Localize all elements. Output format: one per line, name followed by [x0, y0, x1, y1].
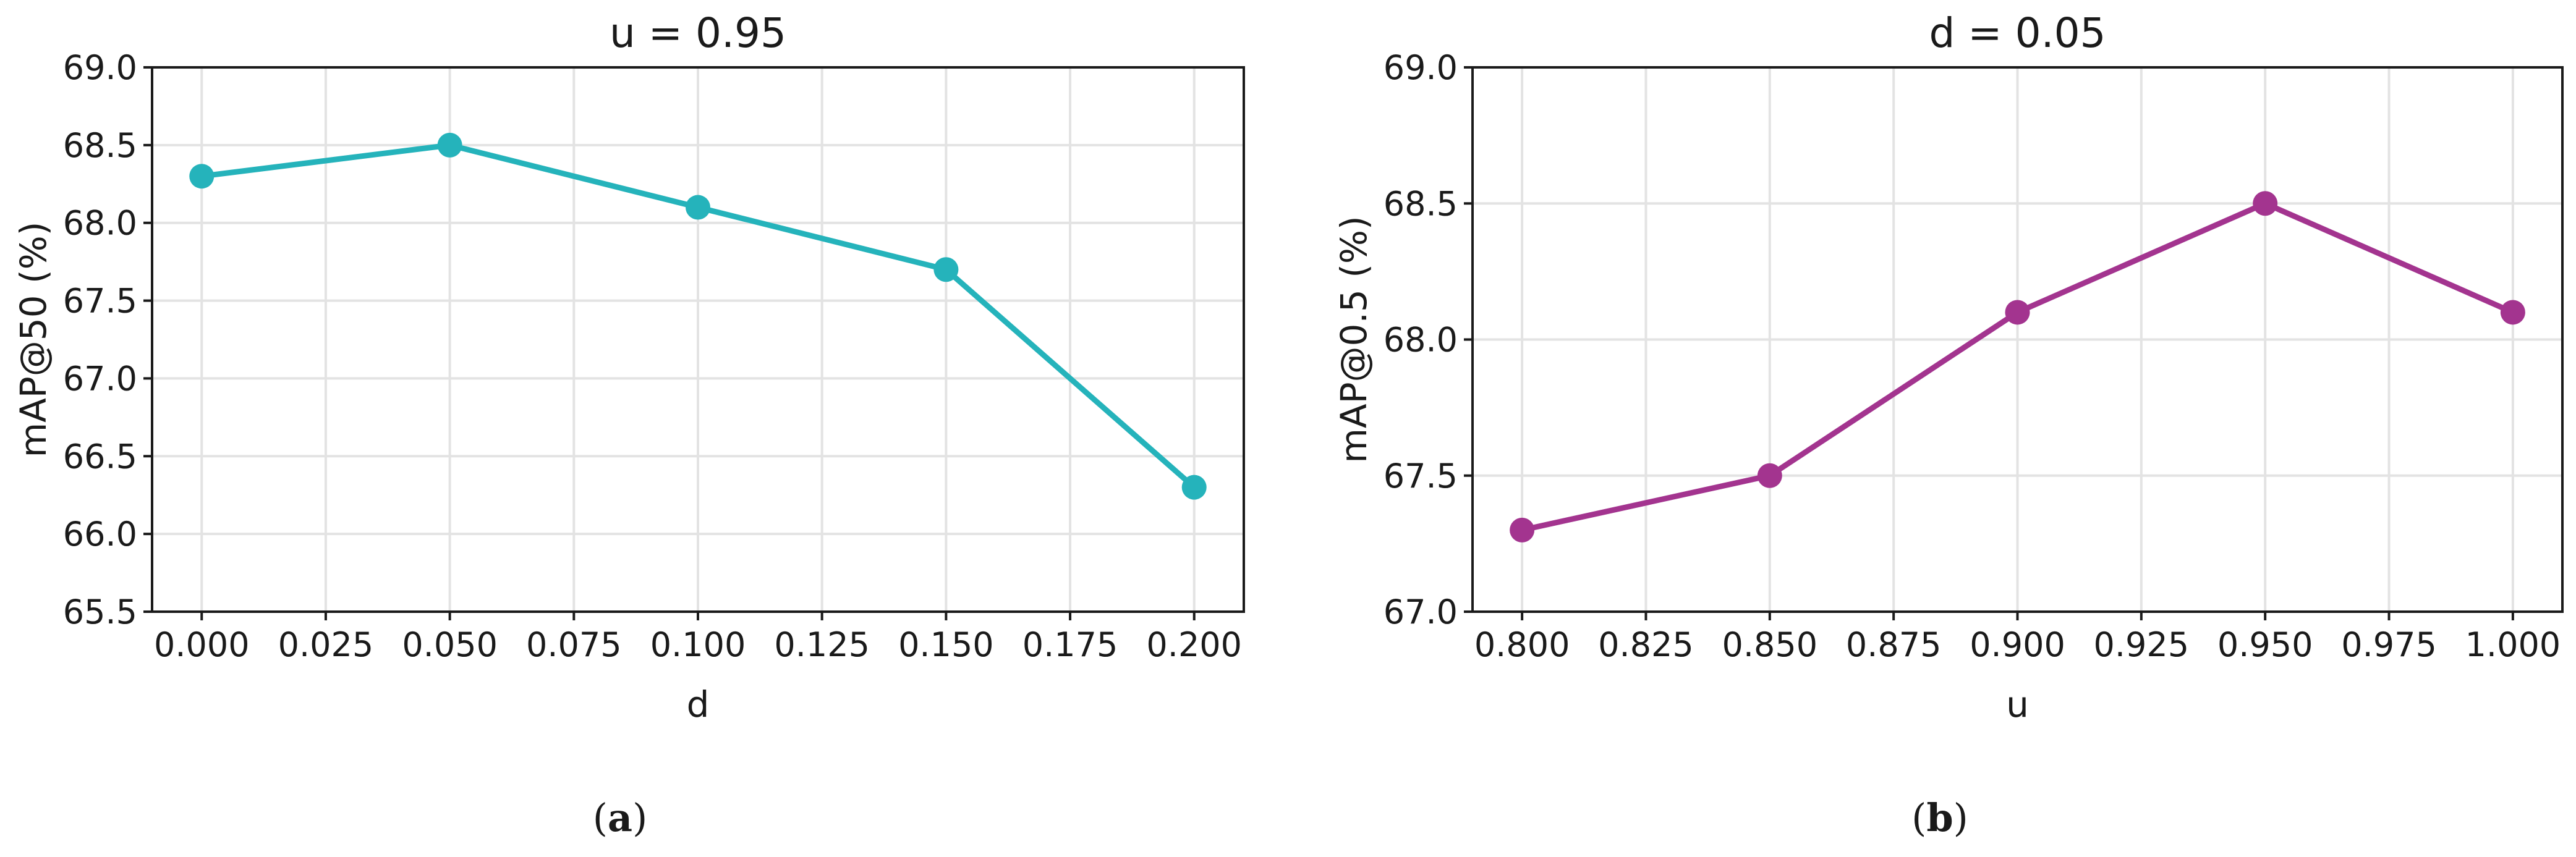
caption-part: ): [1953, 795, 1968, 840]
data-point: [1510, 517, 1535, 542]
y-tick-label: 67.0: [63, 359, 137, 398]
data-point: [2005, 300, 2030, 325]
x-tick-label: 0.025: [278, 625, 374, 664]
y-tick-label: 68.5: [63, 126, 137, 165]
x-tick-label: 0.000: [154, 625, 250, 664]
y-tick-label: 69.0: [63, 48, 137, 87]
caption-part: b: [1926, 795, 1953, 840]
x-tick-label: 0.100: [650, 625, 746, 664]
x-tick-label: 0.950: [2217, 625, 2313, 664]
x-tick-label: 0.825: [1598, 625, 1694, 664]
x-tick-label: 0.975: [2341, 625, 2437, 664]
x-tick-label: 0.125: [774, 625, 870, 664]
x-tick-label: 0.875: [1846, 625, 1942, 664]
data-point: [1181, 475, 1207, 500]
x-tick-label: 0.150: [898, 625, 994, 664]
data-point: [686, 195, 710, 220]
x-tick-label: 0.050: [402, 625, 498, 664]
y-tick-label: 68.5: [1384, 184, 1458, 223]
x-tick-label: 0.075: [526, 625, 622, 664]
chart-title: d = 0.05: [1929, 9, 2106, 57]
x-axis-label: d: [687, 683, 710, 725]
y-axis-label: mAP@50 (%): [12, 222, 54, 458]
y-tick-label: 68.0: [63, 204, 137, 243]
data-point: [1757, 463, 1782, 488]
y-tick-label: 67.0: [1384, 593, 1458, 631]
x-tick-label: 0.800: [1474, 625, 1570, 664]
x-tick-label: 0.175: [1022, 625, 1118, 664]
x-tick-label: 0.850: [1722, 625, 1818, 664]
panel-caption: (b): [1911, 795, 1968, 840]
data-point: [189, 164, 215, 189]
panel-b: 0.800 0.825 0.850 0.875 0.900 0.925 0.950 0.975…: [1333, 9, 2564, 840]
data-point: [933, 257, 959, 282]
x-tick-label: 1.000: [2465, 625, 2561, 664]
x-tick-label: 0.925: [2094, 625, 2190, 664]
y-tick-label: 66.5: [63, 437, 137, 476]
caption-part: ): [632, 795, 647, 840]
y-tick-label: 69.0: [1384, 48, 1458, 87]
chart-title: u = 0.95: [610, 9, 786, 57]
y-tick-label: 67.5: [1384, 457, 1458, 496]
x-axis-label: u: [2006, 683, 2029, 725]
y-axis-label: mAP@0.5 (%): [1333, 216, 1375, 463]
panel-a: 0.000 0.025 0.050 0.075 0.100 0.125 0.150 0.175…: [12, 9, 1245, 840]
y-tick-label: 67.5: [63, 282, 137, 321]
y-tick-label: 66.0: [63, 515, 137, 554]
data-point: [2253, 191, 2278, 216]
x-tick-label: 0.900: [1970, 625, 2065, 664]
data-point: [2500, 300, 2525, 325]
x-tick-label: 0.200: [1146, 625, 1242, 664]
y-tick-label: 68.0: [1384, 321, 1458, 360]
data-point: [437, 132, 462, 158]
y-tick-label: 65.5: [63, 593, 137, 631]
panel-caption: (a): [593, 795, 648, 840]
caption-part: a: [608, 795, 632, 840]
caption-part: (: [1911, 795, 1926, 840]
caption-part: (: [593, 795, 608, 840]
